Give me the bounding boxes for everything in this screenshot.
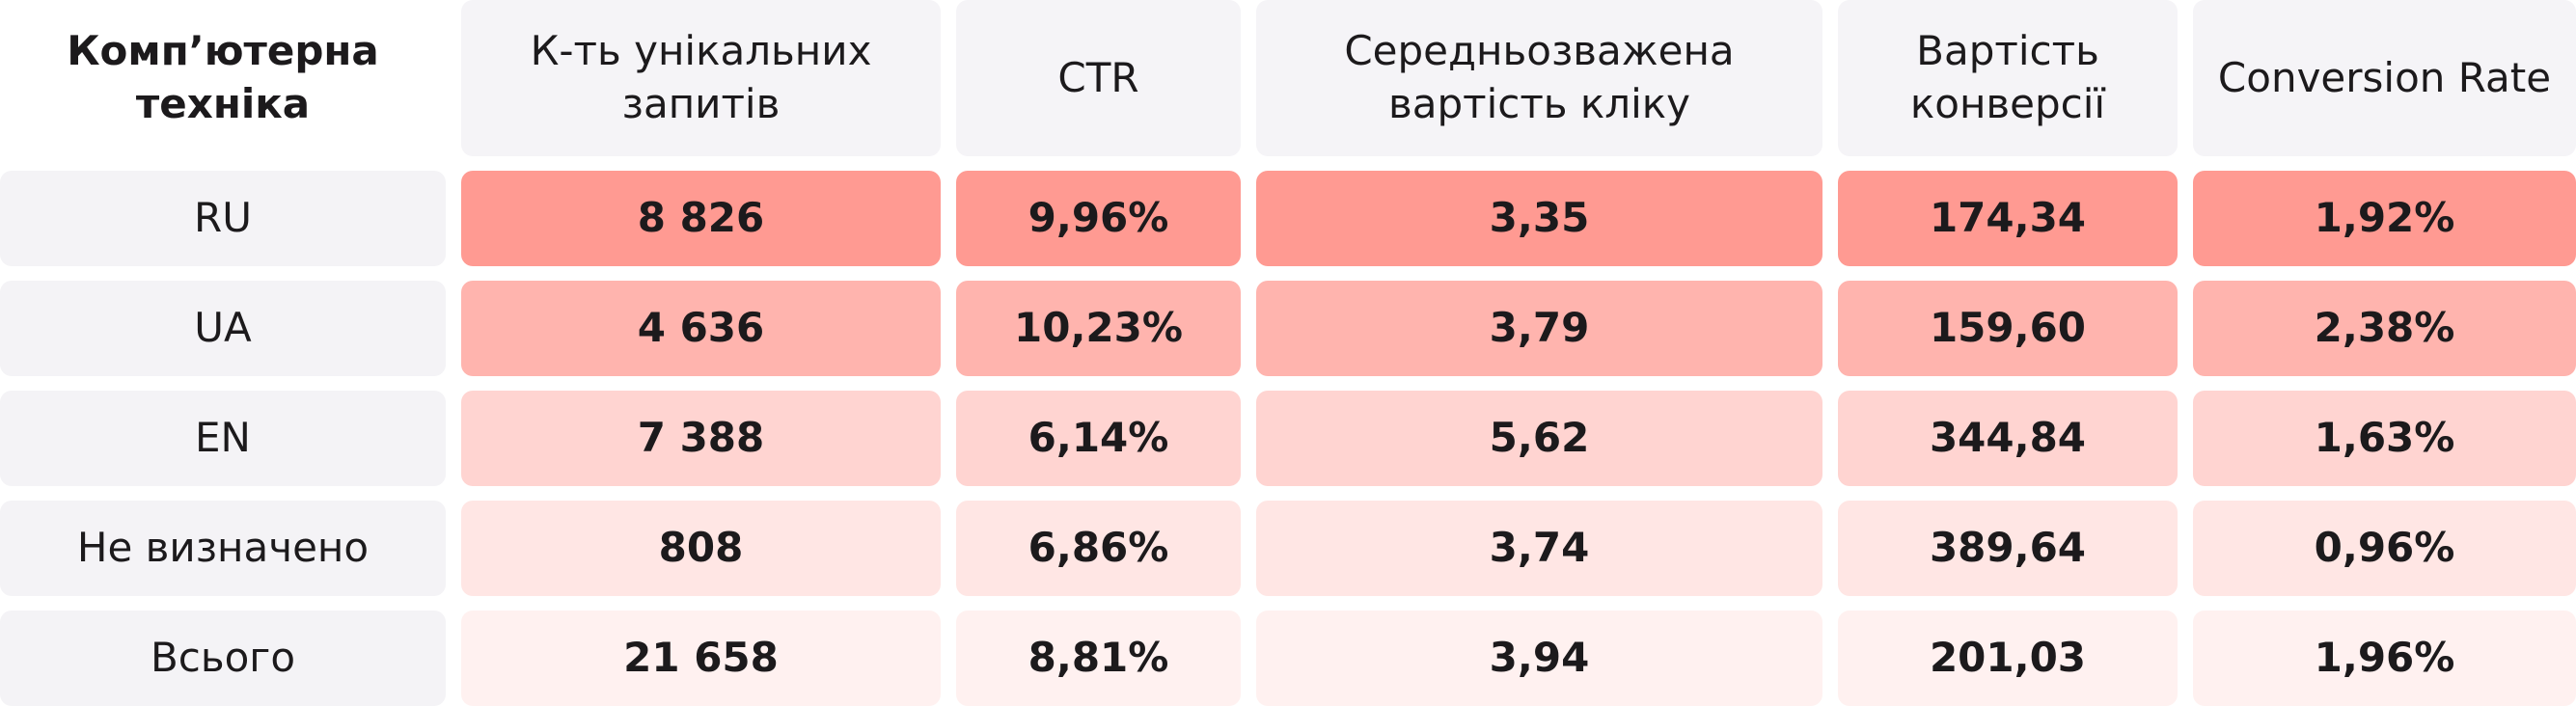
value-cell: 1,96% [2193, 611, 2576, 706]
value-cell: 1,63% [2193, 391, 2576, 486]
row-label: Всього [0, 611, 446, 706]
header-cell: К-ть унікальних запитів [461, 0, 941, 156]
value-cell: 21 658 [461, 611, 941, 706]
value-cell: 3,94 [1256, 611, 1822, 706]
value-cell: 808 [461, 501, 941, 596]
value-cell: 201,03 [1838, 611, 2178, 706]
value-cell: 10,23% [956, 281, 1241, 376]
value-cell: 7 388 [461, 391, 941, 486]
header-cell: Conversion Rate [2193, 0, 2576, 156]
value-cell: 3,35 [1256, 171, 1822, 266]
value-cell: 344,84 [1838, 391, 2178, 486]
value-cell: 3,74 [1256, 501, 1822, 596]
value-cell: 9,96% [956, 171, 1241, 266]
row-label: UA [0, 281, 446, 376]
header-cell: CTR [956, 0, 1241, 156]
value-cell: 1,92% [2193, 171, 2576, 266]
row-label: RU [0, 171, 446, 266]
value-cell: 3,79 [1256, 281, 1822, 376]
header-cell: Комп’ютерна техніка [67, 27, 379, 127]
value-cell: 159,60 [1838, 281, 2178, 376]
header-cell: Середньозважена вартість кліку [1256, 0, 1822, 156]
value-cell: 6,86% [956, 501, 1241, 596]
value-cell: 6,14% [956, 391, 1241, 486]
header-cell: Вартість конверсії [1838, 0, 2178, 156]
value-cell: 8,81% [956, 611, 1241, 706]
value-cell: 2,38% [2193, 281, 2576, 376]
value-cell: 389,64 [1838, 501, 2178, 596]
value-cell: 5,62 [1256, 391, 1822, 486]
value-cell: 0,96% [2193, 501, 2576, 596]
value-cell: 8 826 [461, 171, 941, 266]
row-label: EN [0, 391, 446, 486]
value-cell: 4 636 [461, 281, 941, 376]
row-label: Не визначено [0, 501, 446, 596]
value-cell: 174,34 [1838, 171, 2178, 266]
